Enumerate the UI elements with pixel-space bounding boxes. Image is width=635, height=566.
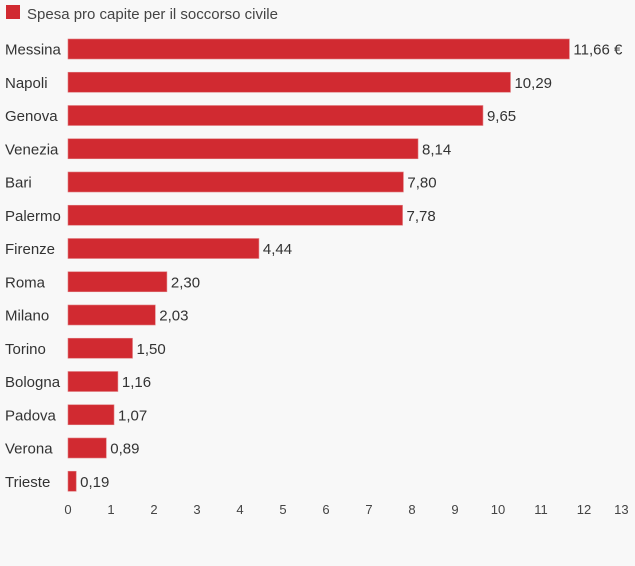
category-label: Bologna bbox=[5, 374, 61, 391]
x-tick-label: 13 bbox=[614, 502, 628, 517]
category-label: Padova bbox=[5, 407, 57, 424]
x-tick-label: 3 bbox=[193, 502, 200, 517]
value-label: 9,65 bbox=[487, 108, 516, 125]
category-label: Trieste bbox=[5, 474, 50, 491]
value-label: 8,14 bbox=[422, 141, 451, 158]
category-label: Palermo bbox=[5, 208, 61, 225]
x-tick-label: 2 bbox=[150, 502, 157, 517]
category-label: Bari bbox=[5, 175, 32, 192]
value-label: 0,89 bbox=[110, 441, 139, 458]
bar-napoli bbox=[67, 71, 511, 93]
category-label: Firenze bbox=[5, 241, 55, 258]
bar-roma bbox=[67, 271, 168, 293]
bar-palermo bbox=[67, 204, 403, 226]
x-tick-label: 5 bbox=[279, 502, 286, 517]
bar-venezia bbox=[67, 138, 419, 160]
x-tick-label: 0 bbox=[64, 502, 71, 517]
value-label: 1,16 bbox=[122, 374, 151, 391]
value-label: 4,44 bbox=[263, 241, 292, 258]
bar-trieste bbox=[67, 470, 77, 492]
value-label: 7,78 bbox=[407, 208, 436, 225]
value-label: 2,03 bbox=[159, 308, 188, 325]
bar-messina bbox=[67, 38, 570, 60]
x-tick-label: 10 bbox=[491, 502, 505, 517]
category-label: Roma bbox=[5, 274, 46, 291]
bar-firenze bbox=[67, 238, 260, 259]
x-tick-label: 8 bbox=[408, 502, 415, 517]
value-label: 1,07 bbox=[118, 407, 147, 424]
value-label: 7,80 bbox=[407, 175, 436, 192]
x-tick-label: 11 bbox=[534, 502, 548, 517]
bar-verona bbox=[67, 437, 107, 459]
legend-swatch bbox=[6, 5, 20, 19]
x-tick-label: 1 bbox=[107, 502, 114, 517]
x-tick-label: 6 bbox=[322, 502, 329, 517]
bar-padova bbox=[67, 404, 115, 426]
x-tick-label: 7 bbox=[365, 502, 372, 517]
value-label: 10,29 bbox=[514, 75, 552, 92]
category-label: Milano bbox=[5, 308, 49, 325]
bar-bologna bbox=[67, 371, 119, 392]
bar-genova bbox=[67, 105, 484, 126]
value-label: 0,19 bbox=[80, 474, 109, 491]
category-label: Genova bbox=[5, 108, 58, 125]
value-label: 11,66 € bbox=[573, 42, 623, 59]
category-label: Napoli bbox=[5, 75, 48, 92]
bar-bari bbox=[67, 171, 404, 193]
legend-label: Spesa pro capite per il soccorso civile bbox=[27, 6, 278, 23]
x-tick-label: 12 bbox=[577, 502, 591, 517]
category-label: Venezia bbox=[5, 141, 59, 158]
category-label: Verona bbox=[5, 441, 53, 458]
bar-torino bbox=[67, 337, 133, 359]
x-tick-label: 4 bbox=[236, 502, 243, 517]
category-label: Torino bbox=[5, 341, 46, 358]
bar-milano bbox=[67, 304, 156, 326]
value-label: 2,30 bbox=[171, 274, 200, 291]
x-tick-label: 9 bbox=[451, 502, 458, 517]
category-label: Messina bbox=[5, 42, 62, 59]
value-label: 1,50 bbox=[137, 341, 166, 358]
